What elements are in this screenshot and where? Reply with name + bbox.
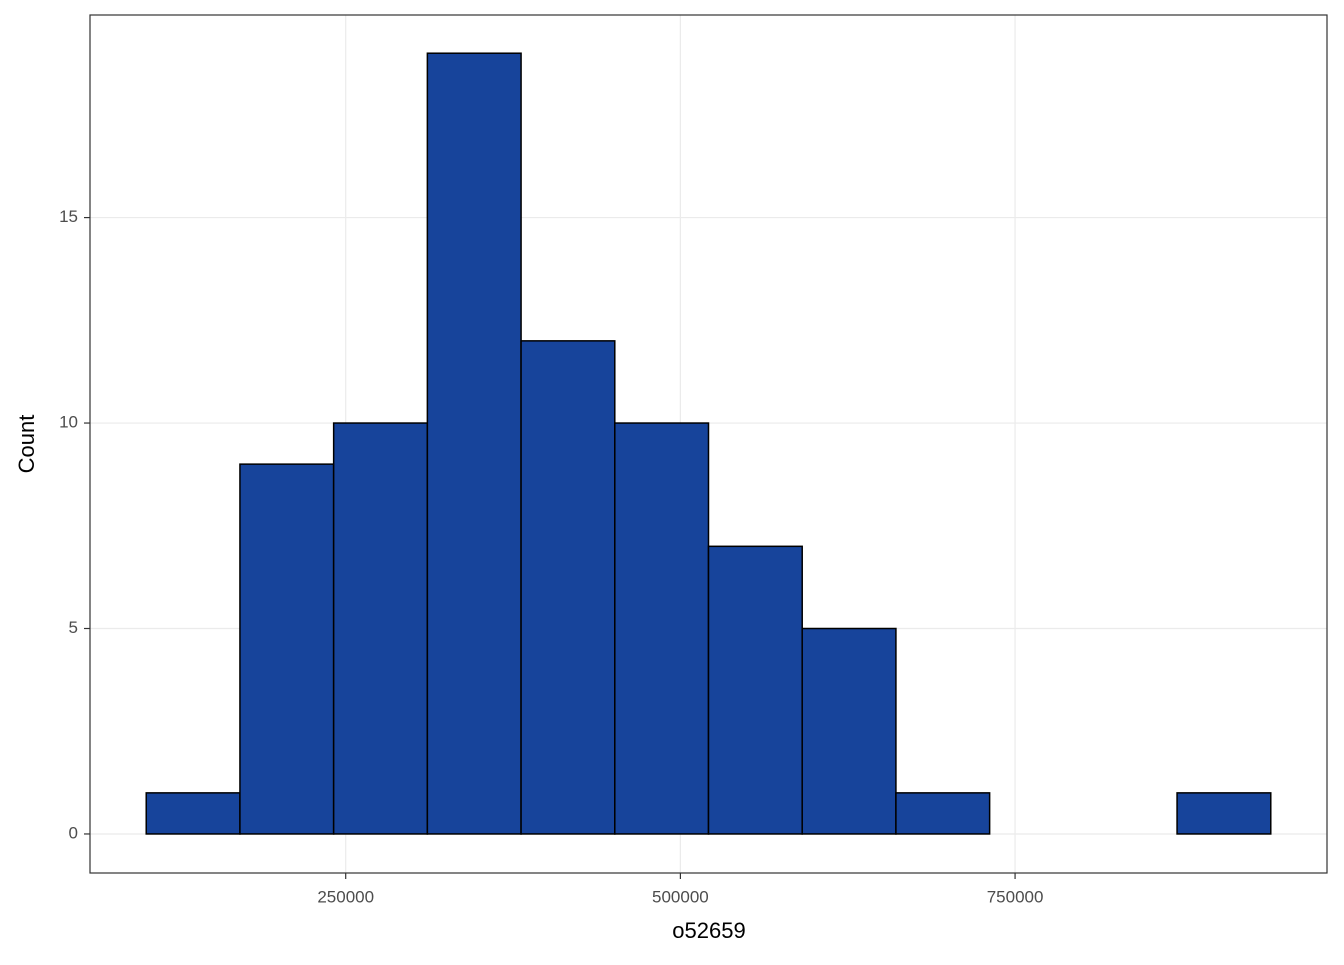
bar [614,422,710,835]
bar [895,792,991,835]
x-tick-label: 250000 [317,887,374,906]
bars [145,52,1272,835]
y-tick-label: 0 [69,823,78,842]
bar [801,627,897,835]
y-tick-label: 10 [59,413,78,432]
x-tick-label: 750000 [987,887,1044,906]
x-tick-label: 500000 [652,887,709,906]
bar [520,340,616,835]
y-axis-title: Count [14,415,39,474]
panel-border [89,14,1328,874]
x-axis-title: o52659 [672,918,745,943]
bar [1176,792,1272,835]
bar [145,792,241,835]
bar [426,52,522,835]
bar [239,463,335,835]
y-tick-label: 15 [59,207,78,226]
y-tick-label: 5 [69,618,78,637]
bar [332,422,429,835]
bar [707,545,803,835]
